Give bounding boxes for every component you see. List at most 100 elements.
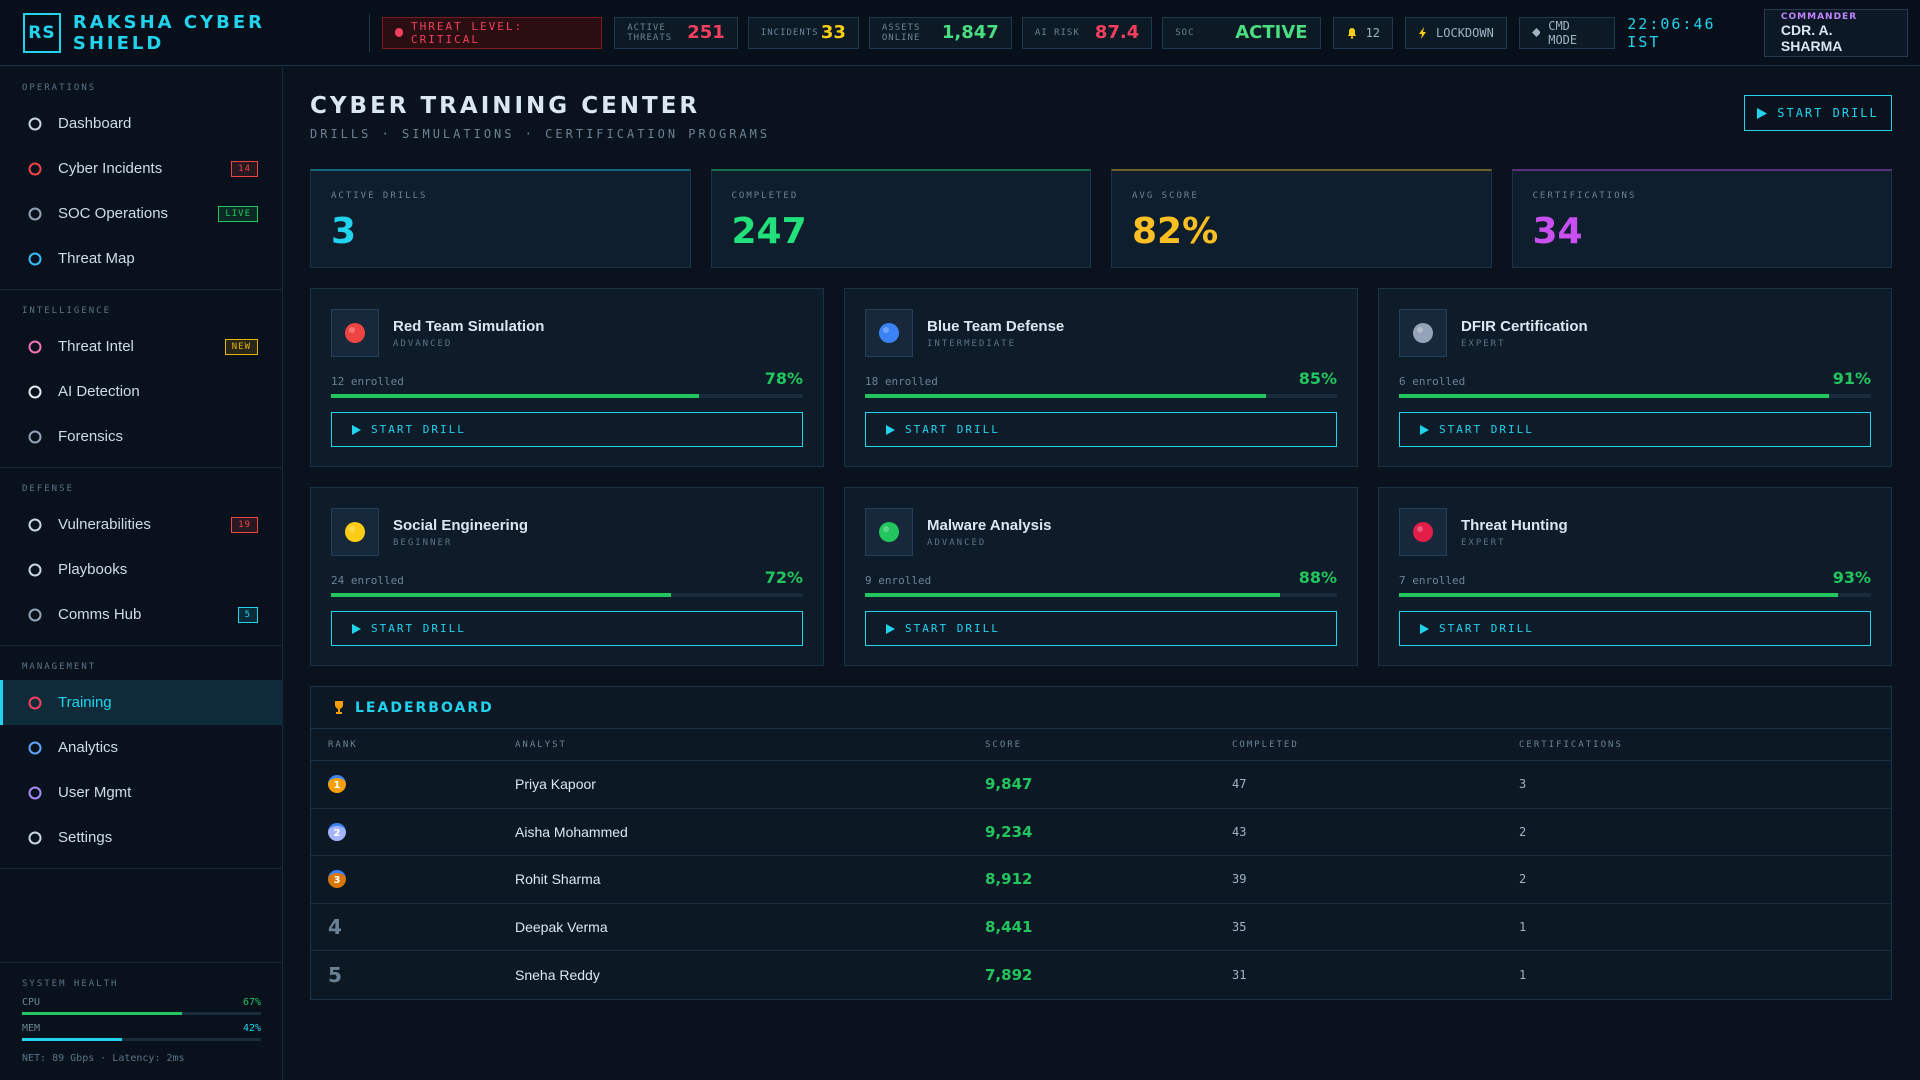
nav-label: Analytics — [58, 739, 119, 756]
course-icon — [865, 508, 913, 556]
nav-icon — [28, 430, 42, 443]
course-card: Red Team Simulation ADVANCED 12 enrolled 78… — [310, 288, 824, 467]
nav-icon — [28, 563, 42, 576]
nav-label: Threat Map — [58, 250, 135, 267]
nav-item[interactable]: Playbooks — [0, 547, 282, 592]
course-titles: Blue Team Defense INTERMEDIATE — [927, 318, 1064, 349]
course-enrolled: 6 enrolled — [1399, 375, 1466, 388]
course-level: ADVANCED — [393, 338, 453, 349]
course-enrolled: 18 enrolled — [865, 375, 938, 388]
nav-item[interactable]: Vulnerabilities 19 — [0, 502, 282, 547]
health-title: SYSTEM HEALTH — [22, 979, 119, 989]
threat-text: THREAT LEVEL: CRITICAL — [411, 19, 524, 46]
clock: 22:06:46 IST — [1627, 14, 1716, 51]
nav-badge: 19 — [231, 516, 258, 533]
nav-item[interactable]: User Mgmt — [0, 770, 282, 815]
course-button[interactable]: START DRILL — [331, 611, 803, 646]
kpis: ACTIVE DRILLS 3 COMPLETED 247 AVG SCORE 82% CE… — [310, 169, 1892, 268]
course-button-text: START DRILL — [905, 622, 1000, 635]
completed: 39 — [1232, 872, 1247, 887]
play-icon — [1420, 623, 1429, 634]
nav-item[interactable]: Threat Map — [0, 236, 282, 281]
course-level: EXPERT — [1461, 338, 1506, 349]
user-profile[interactable]: COMMANDER CDR. A. SHARMA — [1763, 8, 1908, 57]
course-button[interactable]: START DRILL — [331, 412, 803, 447]
nav-section: INTELLIGENCE Threat Intel NEW AI Detection F… — [0, 290, 282, 468]
analyst: Rohit Sharma — [515, 871, 601, 888]
kpi-label: AVG SCORE — [1132, 191, 1199, 201]
nav-label: User Mgmt — [58, 784, 132, 801]
course-button[interactable]: START DRILL — [1399, 412, 1871, 447]
nav-item[interactable]: Training — [0, 680, 282, 725]
analyst: Aisha Mohammed — [515, 823, 628, 840]
nav-item[interactable]: Cyber Incidents 14 — [0, 146, 282, 191]
sidebar: OPERATIONS Dashboard Cyber Incidents 14 SOC … — [0, 67, 283, 1080]
nav-item[interactable]: SOC Operations LIVE — [0, 191, 282, 236]
metric-value: 67% — [242, 997, 261, 1008]
nav-icon — [28, 518, 42, 531]
rank: 4 — [328, 914, 342, 939]
course-enrolled: 12 enrolled — [331, 375, 404, 388]
stat-label: AI RISK — [1034, 27, 1080, 38]
nav-section: MANAGEMENT Training Analytics User Mgmt Sett… — [0, 646, 282, 869]
nav-label: Dashboard — [58, 115, 132, 132]
nav-icon — [28, 741, 42, 754]
trophy-icon — [335, 701, 343, 714]
stat-value: 33 — [820, 22, 846, 43]
rank-cell: 4 — [328, 915, 515, 939]
nav-label: Settings — [58, 829, 113, 846]
nav-label: Comms Hub — [58, 606, 142, 623]
stat: ASSETS ONLINE 1,847 — [868, 16, 1012, 49]
course-progress-label: 78% — [764, 369, 803, 388]
page-title: CYBER TRAINING CENTER — [310, 93, 701, 119]
top-bar: RS RAKSHA CYBER SHIELD THREAT LEVEL: CRI… — [0, 0, 1920, 66]
nav-item[interactable]: Analytics — [0, 725, 282, 770]
nav-item[interactable]: Threat Intel NEW — [0, 324, 282, 369]
nav-label: Playbooks — [58, 561, 128, 578]
completed: 47 — [1232, 777, 1247, 792]
nav-icon — [28, 252, 42, 265]
nav-item[interactable]: Settings — [0, 815, 282, 860]
nav-item[interactable]: Comms Hub 5 — [0, 592, 282, 637]
course-meta: 24 enrolled 72% — [331, 568, 803, 587]
course-enrolled: 24 enrolled — [331, 574, 404, 587]
leaderboard-row: 1 Priya Kapoor 9,847 47 3 — [311, 761, 1891, 809]
kpi-value: 247 — [731, 211, 807, 252]
start-drill-button[interactable]: START DRILL — [1744, 95, 1892, 131]
user-role: COMMANDER — [1780, 11, 1858, 22]
course-button[interactable]: START DRILL — [1399, 611, 1871, 646]
course-button[interactable]: START DRILL — [865, 611, 1337, 646]
rank-cell: 3 — [328, 870, 515, 889]
stat-label: SOC — [1175, 27, 1195, 38]
analyst: Deepak Verma — [515, 918, 608, 935]
nav-item[interactable]: Dashboard — [0, 101, 282, 146]
cmd-mode-button[interactable]: CMD MODE — [1518, 16, 1616, 49]
progress-track — [331, 394, 803, 398]
leaderboard-header: LEADERBOARD — [311, 687, 1891, 729]
course-button[interactable]: START DRILL — [865, 412, 1337, 447]
rank-cell: 2 — [328, 822, 515, 841]
kpi-card: CERTIFICATIONS 34 — [1511, 169, 1892, 268]
nav-badge: LIVE — [218, 205, 258, 222]
nav-item[interactable]: Forensics — [0, 414, 282, 459]
completed: 43 — [1232, 824, 1247, 839]
health-metrics: CPU 67% MEM 42% — [22, 997, 261, 1041]
completed: 31 — [1232, 967, 1247, 982]
course-level: ADVANCED — [927, 537, 987, 548]
score: 8,441 — [985, 917, 1033, 936]
nav-icon — [28, 385, 42, 398]
alerts[interactable]: 12 — [1332, 16, 1394, 49]
play-icon — [886, 424, 895, 435]
nav-icon — [28, 117, 42, 130]
course-glyph — [345, 323, 365, 343]
nav-icon — [28, 340, 42, 353]
nav-icon — [28, 608, 42, 621]
progress-track — [331, 593, 803, 597]
lockdown-button[interactable]: LOCKDOWN — [1405, 16, 1507, 49]
app-title: RAKSHA CYBER SHIELD — [73, 12, 370, 54]
course-meta: 18 enrolled 85% — [865, 369, 1337, 388]
bolt-icon — [1419, 26, 1427, 39]
nav-icon — [28, 207, 42, 220]
nav-item[interactable]: AI Detection — [0, 369, 282, 414]
nav-icon — [28, 162, 42, 175]
